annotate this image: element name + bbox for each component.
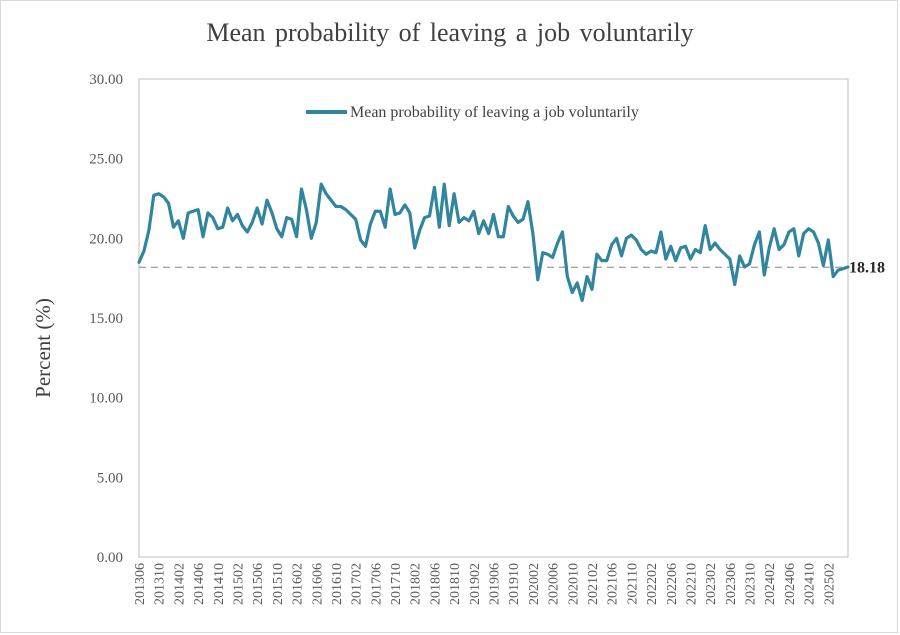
x-tick-label: 201306 [133,563,148,605]
y-tick-label: 15.00 [89,311,123,327]
x-tick-label: 202002 [527,563,542,605]
x-tick-label: 201910 [507,563,522,605]
x-tick-label: 202310 [744,563,759,605]
legend: Mean probability of leaving a job volunt… [306,104,639,121]
y-tick-label: 10.00 [89,391,123,407]
x-tick-label: 201710 [389,563,404,605]
y-tick-label: 25.00 [89,152,123,168]
x-axis-ticks: 201306 201310 201402 201406 201410 201502 2015… [133,563,837,605]
x-tick-label: 202202 [645,563,660,605]
x-tick-label: 202006 [547,563,562,605]
x-tick-label: 202302 [704,563,719,605]
x-tick-label: 201310 [153,563,168,605]
x-tick-label: 202106 [606,563,621,605]
x-tick-label: 202110 [625,563,640,604]
x-tick-label: 202102 [586,563,601,605]
x-tick-label: 201610 [330,563,345,605]
plot-area [138,78,849,558]
x-tick-label: 201502 [231,563,246,605]
y-axis-label: Percent (%) [31,298,55,398]
y-tick-label: 20.00 [89,231,123,247]
x-tick-label: 201810 [448,563,463,605]
y-axis-ticks: 0.00 5.00 10.00 15.00 20.00 25.00 30.00 [89,72,123,566]
x-tick-label: 201602 [291,563,306,605]
x-tick-label: 201806 [428,563,443,605]
x-tick-label: 202010 [566,563,581,605]
x-tick-label: 201906 [488,563,503,605]
series-line [137,182,850,303]
x-tick-label: 202210 [684,563,699,605]
x-tick-label: 202406 [783,563,798,605]
x-tick-label: 202402 [763,563,778,605]
x-tick-label: 201506 [251,563,266,605]
x-tick-label: 201510 [271,563,286,605]
legend-label: Mean probability of leaving a job volunt… [350,104,639,121]
x-tick-label: 201702 [350,563,365,605]
x-tick-label: 201410 [212,563,227,605]
x-tick-label: 201402 [172,563,187,605]
y-tick-label: 30.00 [89,72,123,88]
x-tick-label: 201902 [468,563,483,605]
x-tick-label: 201406 [192,563,207,605]
x-tick-label: 201706 [369,563,384,605]
x-tick-label: 202306 [724,563,739,605]
x-tick-label: 201802 [409,563,424,605]
x-tick-label: 202206 [665,563,680,605]
x-tick-label: 202502 [822,563,837,605]
y-tick-label: 5.00 [97,470,123,486]
chart-title: Mean probability of leaving a job volunt… [206,18,694,47]
x-tick-label: 201606 [310,563,325,605]
y-tick-label: 0.00 [97,550,123,566]
reference-line-label: 18.18 [849,259,885,276]
x-tick-label: 202410 [803,563,818,605]
